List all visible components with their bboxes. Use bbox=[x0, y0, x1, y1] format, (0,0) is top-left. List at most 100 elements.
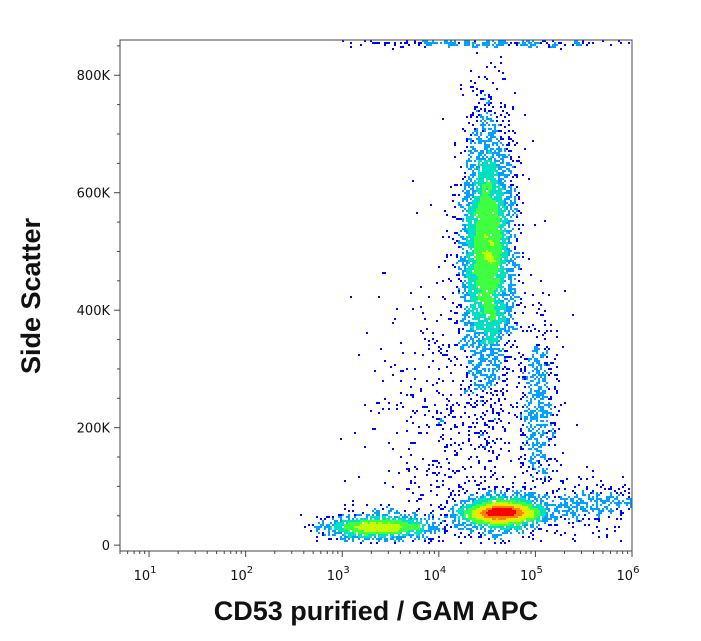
event-point bbox=[480, 522, 482, 524]
event-point bbox=[524, 416, 526, 418]
event-point bbox=[390, 522, 392, 524]
event-point bbox=[526, 522, 528, 524]
event-point bbox=[462, 248, 464, 250]
event-point bbox=[524, 482, 526, 484]
event-point bbox=[474, 296, 476, 298]
event-point bbox=[456, 262, 458, 264]
event-point bbox=[506, 308, 508, 310]
event-point bbox=[474, 382, 476, 384]
event-point bbox=[386, 526, 388, 528]
event-point bbox=[488, 216, 490, 218]
event-point bbox=[414, 518, 416, 520]
event-point bbox=[492, 510, 494, 512]
event-point bbox=[518, 504, 520, 506]
event-point bbox=[410, 394, 412, 396]
event-point bbox=[484, 502, 486, 504]
event-point bbox=[502, 186, 504, 188]
event-point bbox=[468, 308, 470, 310]
event-point bbox=[494, 504, 496, 506]
event-point bbox=[470, 512, 472, 514]
event-point bbox=[482, 172, 484, 174]
event-point bbox=[478, 180, 480, 182]
event-point bbox=[472, 514, 474, 516]
event-point bbox=[472, 264, 474, 266]
event-point bbox=[470, 310, 472, 312]
event-point bbox=[366, 536, 368, 538]
event-point bbox=[536, 516, 538, 518]
event-point bbox=[562, 510, 564, 512]
event-point bbox=[370, 516, 372, 518]
event-point bbox=[476, 258, 478, 260]
event-point bbox=[492, 394, 494, 396]
event-point bbox=[514, 264, 516, 266]
event-point bbox=[486, 102, 488, 104]
event-point bbox=[500, 130, 502, 132]
event-point bbox=[458, 218, 460, 220]
event-point bbox=[478, 516, 480, 518]
event-point bbox=[464, 228, 466, 230]
event-point bbox=[546, 356, 548, 358]
event-point bbox=[618, 504, 620, 506]
event-point bbox=[504, 380, 506, 382]
event-point bbox=[478, 302, 480, 304]
event-point bbox=[582, 500, 584, 502]
event-point bbox=[376, 526, 378, 528]
event-point bbox=[402, 518, 404, 520]
event-point bbox=[488, 96, 490, 98]
event-point bbox=[470, 504, 472, 506]
event-point bbox=[548, 496, 550, 498]
event-point bbox=[528, 412, 530, 414]
event-point bbox=[476, 166, 478, 168]
event-point bbox=[378, 510, 380, 512]
event-point bbox=[480, 224, 482, 226]
event-point bbox=[482, 294, 484, 296]
event-point bbox=[424, 318, 426, 320]
event-point bbox=[494, 244, 496, 246]
event-point bbox=[504, 512, 506, 514]
event-point bbox=[488, 510, 490, 512]
event-point bbox=[474, 432, 476, 434]
event-point bbox=[436, 474, 438, 476]
event-point bbox=[482, 90, 484, 92]
event-point bbox=[492, 244, 494, 246]
event-point bbox=[452, 216, 454, 218]
event-point bbox=[486, 280, 488, 282]
event-point bbox=[476, 234, 478, 236]
event-point bbox=[486, 286, 488, 288]
event-point bbox=[526, 400, 528, 402]
event-point bbox=[490, 314, 492, 316]
event-point bbox=[352, 528, 354, 530]
event-point bbox=[484, 528, 486, 530]
event-point bbox=[396, 408, 398, 410]
event-point bbox=[430, 538, 432, 540]
event-point bbox=[508, 214, 510, 216]
event-point bbox=[476, 266, 478, 268]
event-point bbox=[546, 350, 548, 352]
event-point bbox=[466, 270, 468, 272]
event-point bbox=[502, 528, 504, 530]
event-point bbox=[484, 44, 486, 46]
event-point bbox=[546, 530, 548, 532]
event-point bbox=[474, 314, 476, 316]
event-point bbox=[432, 538, 434, 540]
event-point bbox=[544, 476, 546, 478]
event-point bbox=[416, 510, 418, 512]
event-point bbox=[492, 328, 494, 330]
event-point bbox=[510, 196, 512, 198]
event-point bbox=[394, 512, 396, 514]
event-point bbox=[488, 324, 490, 326]
event-point bbox=[502, 294, 504, 296]
event-point bbox=[468, 300, 470, 302]
event-point bbox=[494, 178, 496, 180]
event-point bbox=[476, 202, 478, 204]
event-point bbox=[498, 252, 500, 254]
event-point bbox=[522, 504, 524, 506]
event-point bbox=[464, 300, 466, 302]
event-point bbox=[502, 160, 504, 162]
event-point bbox=[502, 314, 504, 316]
event-point bbox=[508, 278, 510, 280]
event-point bbox=[498, 130, 500, 132]
event-point bbox=[502, 226, 504, 228]
event-point bbox=[332, 524, 334, 526]
event-point bbox=[492, 270, 494, 272]
